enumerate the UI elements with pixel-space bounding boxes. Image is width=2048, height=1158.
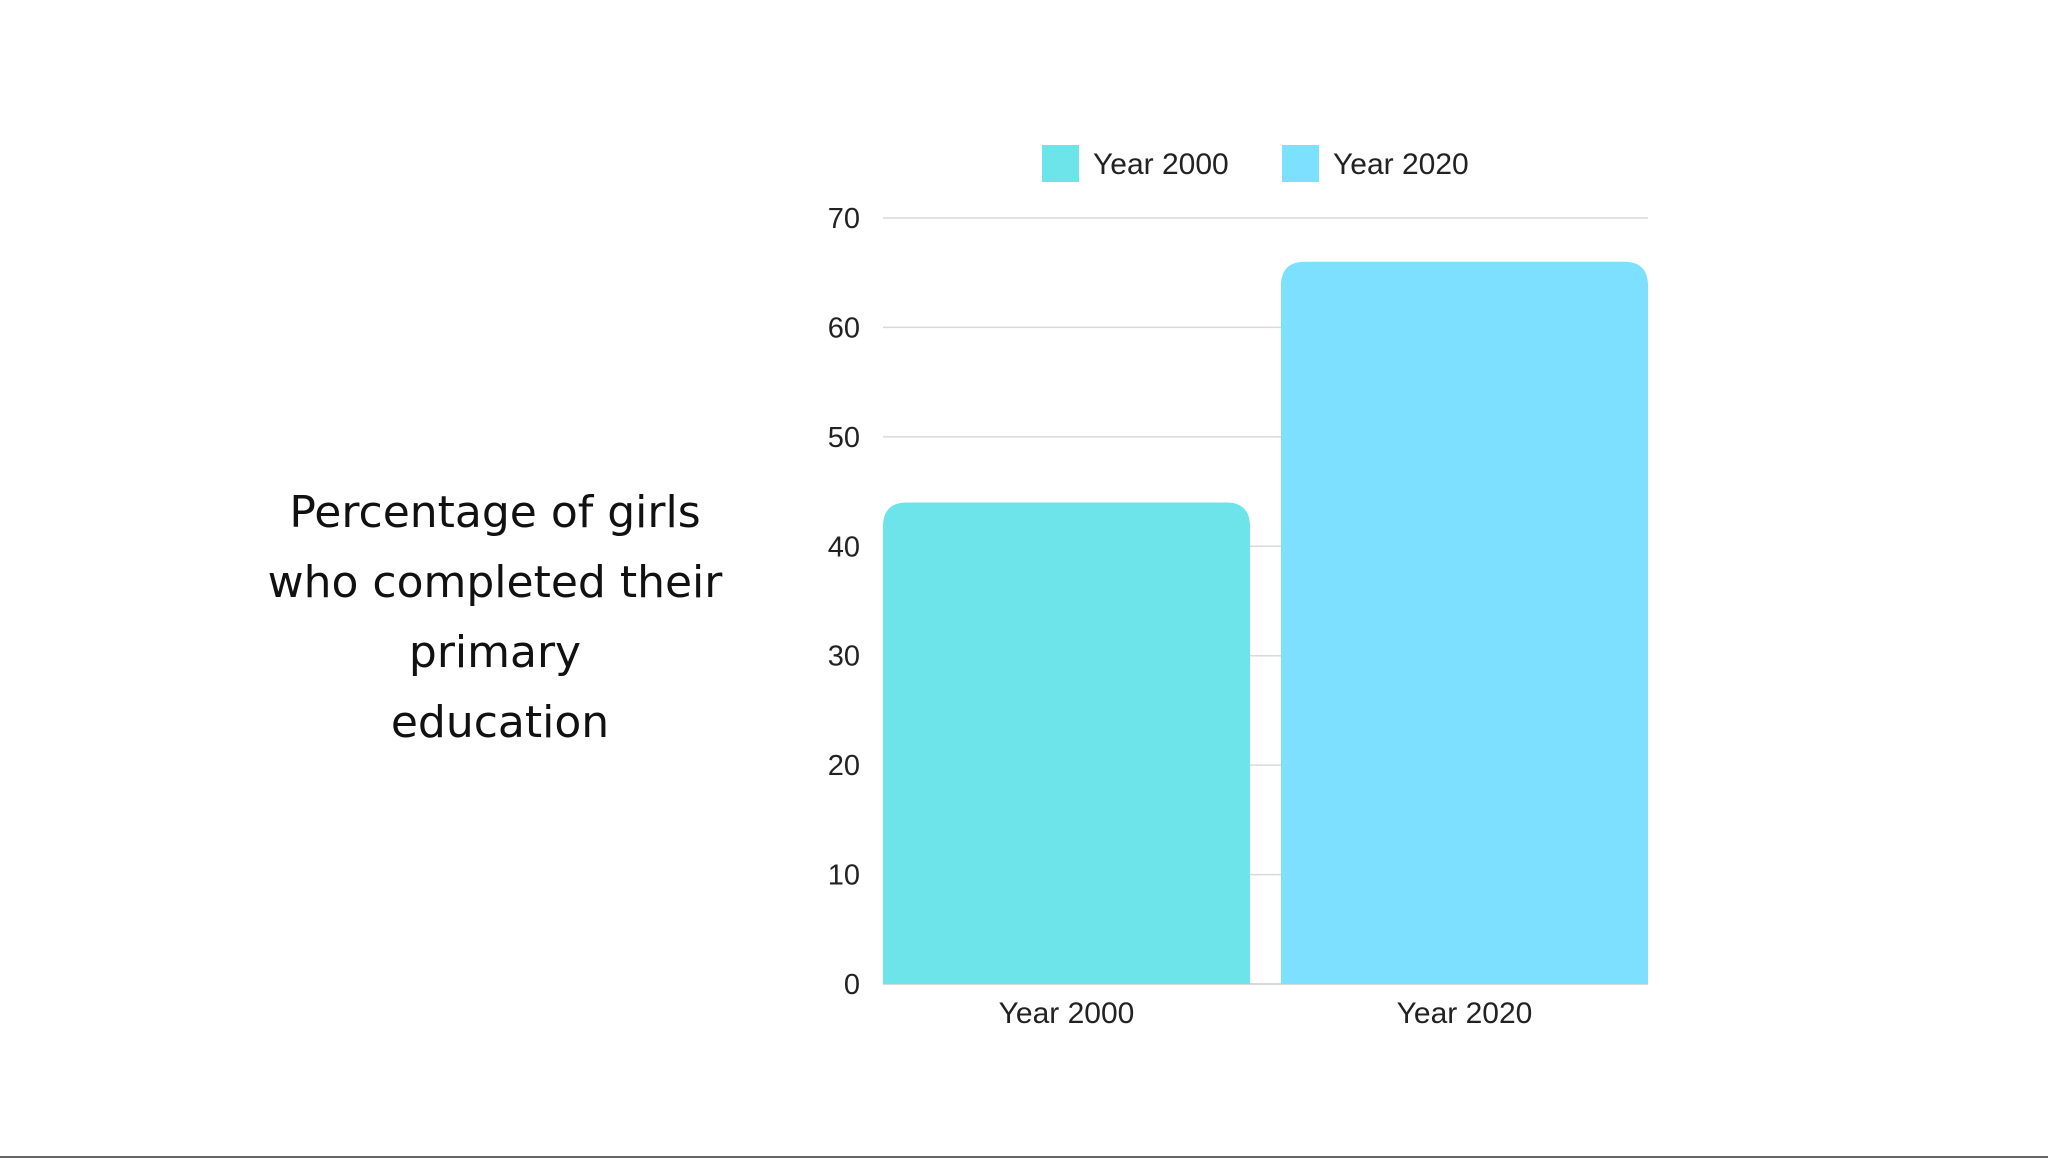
y-tick-label: 70 <box>828 203 860 235</box>
y-tick-label: 30 <box>828 641 860 673</box>
title-line-4: education <box>390 697 610 748</box>
x-tick-label: Year 2020 <box>1397 997 1533 1030</box>
title-line-1: Percentage of girls <box>289 487 701 538</box>
bar-year-2000 <box>883 502 1250 984</box>
y-tick-label: 40 <box>828 531 860 563</box>
y-tick-label: 50 <box>828 422 860 454</box>
y-axis: 0 10 20 30 40 50 60 70 <box>828 203 860 1001</box>
legend-label: Year 2020 <box>1333 148 1469 181</box>
x-axis: Year 2000 Year 2020 <box>999 997 1533 1030</box>
legend: Year 2000 Year 2020 <box>1042 145 1469 182</box>
bar-year-2020 <box>1281 261 1648 984</box>
legend-swatch-year-2020 <box>1282 145 1319 182</box>
y-tick-label: 10 <box>828 860 860 892</box>
bars <box>883 261 1648 984</box>
legend-swatch-year-2000 <box>1042 145 1079 182</box>
y-tick-label: 20 <box>828 750 860 782</box>
title-line-3: primary <box>408 627 582 678</box>
x-tick-label: Year 2000 <box>999 997 1135 1030</box>
y-tick-label: 60 <box>828 312 860 344</box>
bottom-border <box>0 1156 2048 1158</box>
legend-label: Year 2000 <box>1093 148 1229 181</box>
chart-title: Percentage of girls who completed their … <box>250 478 740 758</box>
y-tick-label: 0 <box>844 969 860 1001</box>
title-line-2: who completed their <box>267 557 723 608</box>
